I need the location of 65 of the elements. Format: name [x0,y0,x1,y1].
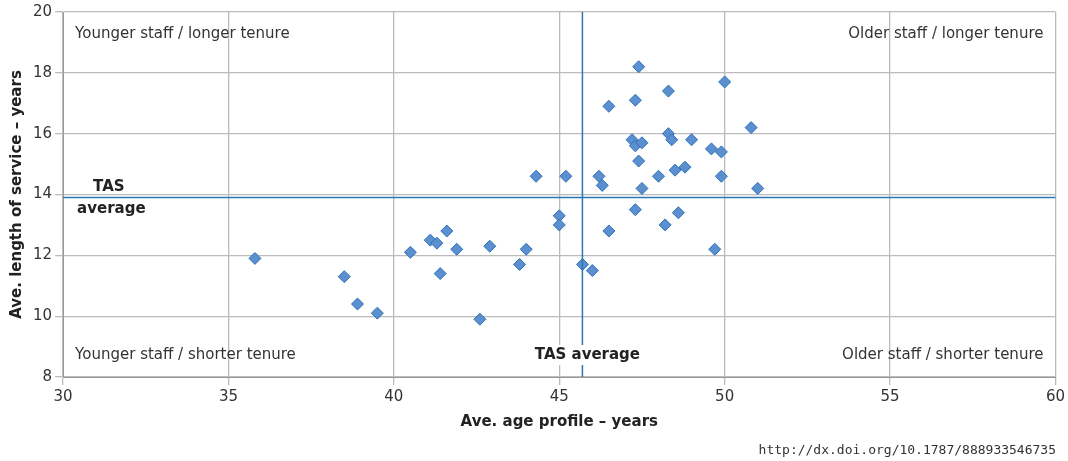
point [714,145,728,159]
point [652,169,666,183]
point [744,121,758,135]
point [635,181,649,195]
point [671,206,685,220]
y-tick-label: 12 [32,245,53,264]
point [585,264,599,278]
y-tick-label: 18 [32,62,53,81]
point [714,169,728,183]
y-tick-label: 20 [32,1,53,20]
y-tick-label: 8 [42,366,53,385]
annotation: Older staff / shorter tenure [842,344,1044,363]
y-tick-label: 16 [32,123,53,142]
y-tick-label: 14 [32,184,53,203]
point [632,154,646,168]
point [552,218,566,232]
point [513,257,527,271]
point [661,84,675,98]
point [704,142,718,156]
point [678,160,692,174]
point [668,163,682,177]
point [595,178,609,192]
point [632,60,646,74]
x-tick-label: 35 [218,386,239,405]
point [433,267,447,281]
point [450,242,464,256]
point [685,133,699,147]
annotation: Older staff / longer tenure [848,23,1044,42]
text: http://dx.doi.org/10.1787/888933546735 [758,442,1056,458]
point [628,93,642,107]
point [635,136,649,150]
point [519,242,533,256]
point [592,169,606,183]
point [483,239,497,253]
point [430,236,444,250]
x-tick-label: 55 [880,386,900,405]
point [602,224,616,238]
x-axis-title: Ave. age profile – years [460,411,659,430]
x-tick-label: 30 [53,386,73,405]
point [658,218,672,232]
point [403,245,417,259]
y-tick-label: 10 [32,306,53,325]
y-axis-title: Ave. length of service – years [6,70,25,319]
point [718,75,732,89]
x-tick-label: 40 [384,386,404,405]
point [473,312,487,326]
point [602,99,616,113]
point [529,169,543,183]
x-tick-label: 45 [549,386,569,405]
point [751,181,765,195]
x-tick-label: 50 [715,386,735,405]
point [248,251,262,265]
point [665,133,679,147]
point [708,242,722,256]
ref-line-label: TAS average [77,176,146,217]
x-tick-label: 60 [1045,386,1065,405]
point [628,203,642,217]
point [440,224,454,238]
point [337,270,351,284]
annotation: Younger staff / longer tenure [74,23,290,42]
point [370,306,384,320]
point [559,169,573,183]
ref-line-label: TAS average [534,344,641,363]
point [350,297,364,311]
annotation: Younger staff / shorter tenure [74,344,296,363]
